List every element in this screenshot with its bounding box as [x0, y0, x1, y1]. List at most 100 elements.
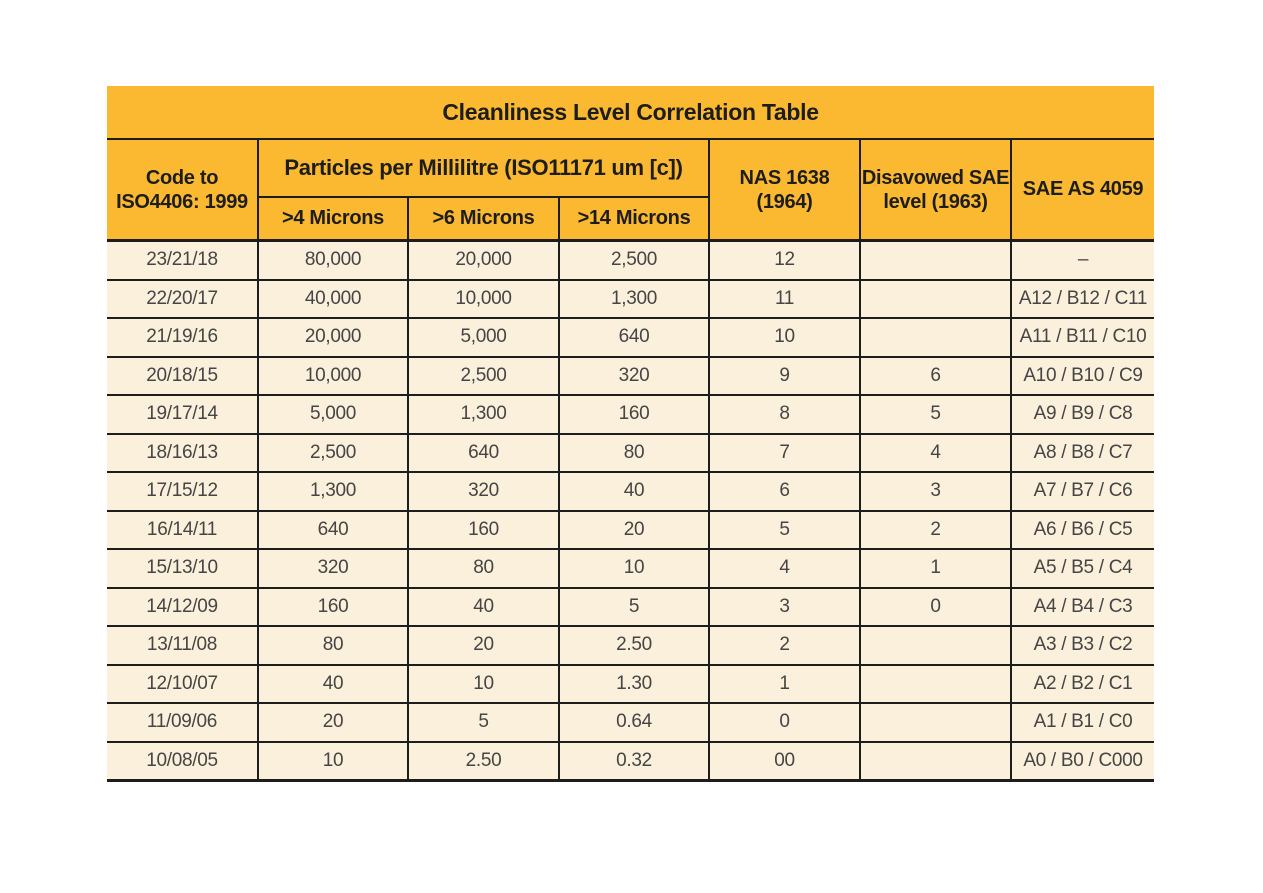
table-row: 11/09/06 20 5 0.64 0 A1 / B1 / C0: [107, 703, 1155, 743]
table-cell: 320: [258, 549, 409, 589]
table-row: 15/13/10 320 80 10 4 1 A5 / B5 / C4: [107, 549, 1155, 589]
table-cell: A10 / B10 / C9: [1011, 356, 1155, 396]
table-cell: 16/14/11: [107, 510, 259, 550]
table-cell: 5,000: [408, 318, 560, 358]
table-cell: –: [1011, 240, 1155, 281]
table-cell: 10,000: [258, 356, 409, 396]
table-cell: 80: [408, 549, 560, 589]
table-cell: A11 / B11 / C10: [1011, 318, 1155, 358]
header-nas-line2: (1964): [756, 190, 813, 213]
table-cell: 320: [408, 472, 560, 512]
table-cell: 20: [408, 626, 560, 666]
table-cell: 0.32: [559, 741, 710, 782]
table-cell: 8: [709, 395, 861, 435]
table-cell: 2,500: [258, 433, 409, 473]
header-code-line1: Code to: [145, 166, 219, 189]
table-cell: 640: [258, 510, 409, 550]
table-cell: 00: [709, 741, 861, 782]
table-row: 21/19/16 20,000 5,000 640 10 A11 / B11 / C10: [107, 318, 1155, 358]
table-cell: 11: [709, 279, 861, 319]
table-cell: A1 / B1 / C0: [1011, 703, 1155, 743]
table-cell: 40: [408, 587, 560, 627]
table-cell: A7 / B7 / C6: [1011, 472, 1155, 512]
table-cell: 160: [258, 587, 409, 627]
table-cell: 40: [258, 664, 409, 704]
table-cell: 12: [709, 240, 861, 281]
table-cell: [860, 240, 1012, 281]
table-cell: 2.50: [559, 626, 710, 666]
table-cell: 20,000: [258, 318, 409, 358]
table-cell: [860, 664, 1012, 704]
header-disavowed-sae: Disavowed SAE level (1963): [860, 139, 1012, 242]
table-cell: 5,000: [258, 395, 409, 435]
table-row: 13/11/08 80 20 2.50 2 A3 / B3 / C2: [107, 626, 1155, 666]
table-cell: [860, 318, 1012, 358]
table-cell: [860, 703, 1012, 743]
table-cell: 80: [559, 433, 710, 473]
table-row: 18/16/13 2,500 640 80 7 4 A8 / B8 / C7: [107, 433, 1155, 473]
table-row: 23/21/18 80,000 20,000 2,500 12 –: [107, 240, 1155, 281]
table-cell: 20: [258, 703, 409, 743]
table-cell: 80: [258, 626, 409, 666]
table-cell: 2,500: [408, 356, 560, 396]
table-row: 22/20/17 40,000 10,000 1,300 11 A12 / B12 / C…: [107, 279, 1155, 319]
table-cell: 640: [559, 318, 710, 358]
table-cell: 7: [709, 433, 861, 473]
table-cell: 0: [860, 587, 1012, 627]
table-cell: 1,300: [258, 472, 409, 512]
table-cell: A5 / B5 / C4: [1011, 549, 1155, 589]
table-cell: 3: [860, 472, 1012, 512]
table-cell: 1,300: [408, 395, 560, 435]
table-cell: 20/18/15: [107, 356, 259, 396]
header-row-sub: >4 Microns >6 Microns >14 Microns: [107, 197, 1154, 242]
header-gt4-microns: >4 Microns: [258, 197, 409, 242]
table-cell: 20,000: [408, 240, 560, 281]
table-row: 19/17/14 5,000 1,300 160 8 5 A9 / B9 / C8: [107, 395, 1155, 435]
table-cell: 12/10/07: [107, 664, 259, 704]
table-row: 12/10/07 40 10 1.30 1 A2 / B2 / C1: [107, 664, 1155, 704]
table-cell: A2 / B2 / C1: [1011, 664, 1155, 704]
table-cell: 13/11/08: [107, 626, 259, 666]
table-cell: 6: [709, 472, 861, 512]
table-cell: 5: [408, 703, 560, 743]
table-cell: 2.50: [408, 741, 560, 782]
table-cell: 1.30: [559, 664, 710, 704]
table-cell: 0: [709, 703, 861, 743]
table-cell: 320: [559, 356, 710, 396]
table-cell: 1: [860, 549, 1012, 589]
table-cell: A12 / B12 / C11: [1011, 279, 1155, 319]
table-cell: 160: [559, 395, 710, 435]
table-row: 14/12/09 160 40 5 3 0 A4 / B4 / C3: [107, 587, 1155, 627]
table-cell: 4: [860, 433, 1012, 473]
table-cell: A4 / B4 / C3: [1011, 587, 1155, 627]
table-row: 17/15/12 1,300 320 40 6 3 A7 / B7 / C6: [107, 472, 1155, 512]
table-cell: [860, 279, 1012, 319]
table-cell: 40: [559, 472, 710, 512]
table-cell: 19/17/14: [107, 395, 259, 435]
table-cell: 10: [258, 741, 409, 782]
table-row: 16/14/11 640 160 20 5 2 A6 / B6 / C5: [107, 510, 1155, 550]
header-nas-line1: NAS 1638: [739, 166, 830, 189]
table-cell: 640: [408, 433, 560, 473]
table-cell: 5: [709, 510, 861, 550]
table-cell: 160: [408, 510, 560, 550]
table-cell: 5: [559, 587, 710, 627]
header-code-line2: ISO4406: 1999: [116, 190, 248, 213]
table-cell: 80,000: [258, 240, 409, 281]
table-cell: 15/13/10: [107, 549, 259, 589]
table-cell: 18/16/13: [107, 433, 259, 473]
table-cell: 9: [709, 356, 861, 396]
table-cell: 6: [860, 356, 1012, 396]
table-row: 10/08/05 10 2.50 0.32 00 A0 / B0 / C000: [107, 741, 1155, 782]
table-cell: 10: [709, 318, 861, 358]
header-gt6-microns: >6 Microns: [408, 197, 560, 242]
table-cell: A8 / B8 / C7: [1011, 433, 1155, 473]
table-cell: 1: [709, 664, 861, 704]
table-cell: 10,000: [408, 279, 560, 319]
table-cell: 40,000: [258, 279, 409, 319]
table-cell: 20: [559, 510, 710, 550]
table-cell: 0.64: [559, 703, 710, 743]
table-cell: 5: [860, 395, 1012, 435]
table-cell: 10: [408, 664, 560, 704]
table-cell: 2: [860, 510, 1012, 550]
